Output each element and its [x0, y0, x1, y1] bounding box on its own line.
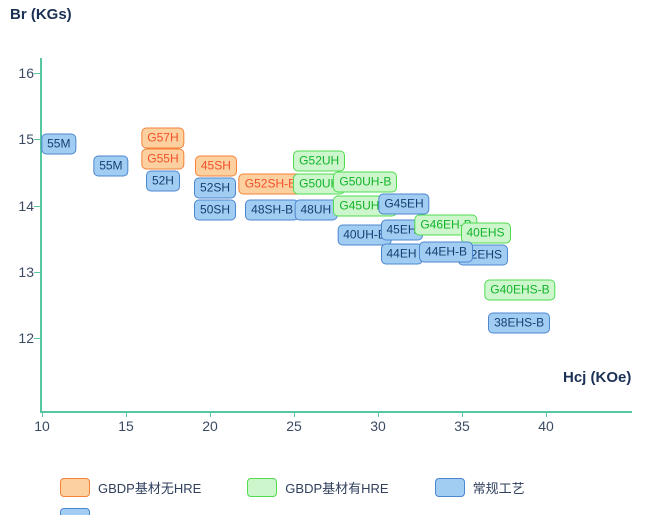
grade-label[interactable]: G55H [141, 148, 185, 170]
grade-label[interactable]: G50UH-B [333, 171, 398, 193]
grade-label[interactable]: 40EHS [460, 222, 511, 244]
y-tick-mark [34, 338, 40, 339]
x-tick-label: 15 [118, 418, 134, 434]
grade-label[interactable]: 48UH [294, 199, 338, 221]
y-tick-label: 14 [18, 197, 34, 214]
y-tick-label: 12 [18, 330, 34, 346]
legend-item-gbdp_no_hre[interactable]: GBDP基材无HRE [60, 478, 201, 497]
grade-label[interactable]: G50UH [293, 173, 346, 195]
x-tick-mark [462, 411, 463, 417]
x-tick-mark [42, 411, 43, 417]
y-tick-mark [34, 139, 40, 141]
partial-legend-swatch [60, 508, 90, 515]
legend: GBDP基材无HRE GBDP基材有HRE 常规工艺 [60, 478, 525, 497]
grade-label[interactable]: 52SH [194, 177, 237, 199]
x-axis-title: Hcj (KOe) [563, 369, 632, 386]
grade-label[interactable]: G52UH [293, 150, 346, 172]
grade-label[interactable]: G57H [141, 127, 185, 149]
x-tick-mark [126, 411, 127, 417]
x-tick-mark [294, 411, 295, 417]
x-tick-label: 40 [538, 418, 554, 434]
y-tick-label: 15 [18, 131, 34, 148]
grade-label[interactable]: 45SH [194, 155, 237, 177]
x-tick-label: 25 [286, 418, 302, 434]
grade-label[interactable]: 55M [93, 155, 129, 177]
y-tick-mark [34, 73, 40, 74]
x-tick-label: 20 [202, 418, 218, 434]
x-tick-label: 10 [34, 418, 50, 434]
grade-label[interactable]: 48SH-B [245, 199, 300, 221]
grade-label[interactable]: 44EH [380, 243, 423, 265]
grade-label[interactable]: 55M [41, 133, 77, 155]
legend-item-gbdp_hre[interactable]: GBDP基材有HRE [247, 478, 389, 497]
legend-swatch-gbdp_no_hre [60, 478, 90, 497]
grade-label[interactable]: 45EH [380, 219, 423, 241]
y-tick-label: 16 [18, 65, 34, 81]
legend-item-conventional[interactable]: 常规工艺 [434, 478, 525, 497]
legend-label-gbdp_no_hre: GBDP基材无HRE [98, 481, 202, 496]
grade-label[interactable]: G40EHS-B [484, 279, 556, 301]
grade-label[interactable]: 52H [145, 170, 180, 192]
x-tick-mark [546, 411, 547, 417]
y-axis-title: Br (KGs) [10, 6, 72, 23]
x-tick-label: 35 [454, 418, 470, 434]
y-axis-line [40, 58, 42, 411]
x-tick-mark [378, 411, 379, 417]
grade-label[interactable]: 38EHS-B [488, 312, 551, 334]
grade-label[interactable]: G45EH [378, 193, 430, 215]
legend-swatch-conventional [434, 478, 465, 497]
x-axis-line [40, 411, 632, 413]
legend-label-conventional: 常规工艺 [472, 481, 525, 496]
grade-label[interactable]: 40UH-B [337, 224, 392, 246]
y-tick-mark [34, 271, 40, 273]
grade-label[interactable]: 44EH-B [419, 241, 474, 263]
legend-label-gbdp_hre: GBDP基材有HRE [285, 481, 389, 496]
x-tick-label: 30 [370, 418, 386, 434]
y-tick-mark [34, 205, 40, 207]
x-tick-mark [210, 411, 211, 417]
grade-label[interactable]: 50SH [194, 199, 237, 221]
legend-swatch-gbdp_hre [247, 478, 278, 497]
y-tick-label: 13 [18, 263, 34, 280]
